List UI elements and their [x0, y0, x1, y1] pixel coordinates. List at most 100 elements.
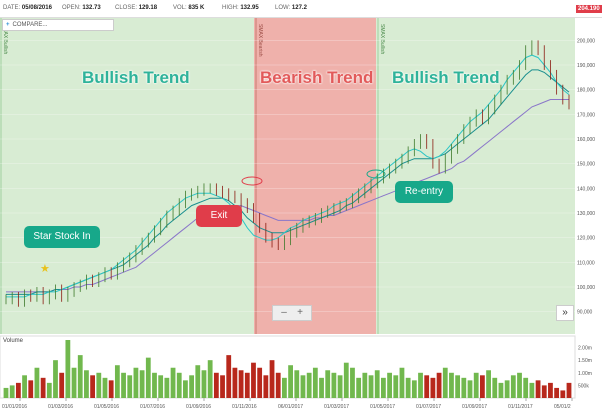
volume-bar — [374, 370, 380, 398]
plus-icon: + — [6, 22, 10, 28]
volume-bar — [269, 360, 275, 398]
volume-bar — [467, 380, 473, 398]
x-tick-label: 01/09/2016 — [186, 404, 211, 410]
volume-bar — [436, 372, 442, 398]
volume-bar — [263, 375, 269, 398]
volume-bar — [300, 375, 306, 398]
volume-bar — [84, 370, 89, 398]
volume-bar — [114, 365, 120, 398]
volume-bar — [442, 367, 448, 398]
volume-bar — [387, 372, 392, 398]
volume-tick-label: 1.00m — [578, 371, 592, 377]
volume-bar — [430, 377, 436, 398]
volume-bar — [350, 367, 355, 398]
x-tick-label: 06/01/2017 — [278, 404, 303, 410]
date-field: DATE: 05/08/2016 — [3, 5, 52, 11]
volume-bar — [554, 387, 560, 398]
x-tick-label: 05/01/2 — [554, 404, 571, 410]
price-tick-label: 110,000 — [577, 260, 595, 266]
star-icon: ★ — [40, 262, 50, 275]
volume-bar — [40, 377, 46, 398]
x-tick-label: 01/09/2017 — [462, 404, 487, 410]
volume-bar — [46, 382, 52, 398]
signal-marker-label: SMAX Bullish — [379, 24, 385, 55]
volume-tick-label: 2.00m — [578, 346, 592, 352]
volume-bar — [226, 355, 232, 398]
volume-bar — [405, 377, 411, 398]
compare-button[interactable]: + COMPARE... — [2, 19, 114, 31]
volume-bar — [399, 367, 405, 398]
volume-bar — [127, 375, 133, 398]
volume-bar — [28, 380, 34, 398]
volume-bar — [337, 375, 343, 398]
x-tick-label: 01/05/2017 — [370, 404, 395, 410]
low-field: LOW: 127.2 — [275, 5, 307, 11]
volume-bar — [220, 375, 225, 398]
volume-bar — [282, 377, 287, 398]
quote-header: DATE: 05/08/2016 OPEN: 132.73 CLOSE: 129… — [0, 0, 602, 18]
price-tick-label: 190,000 — [577, 63, 595, 69]
volume-bar — [59, 372, 65, 398]
x-tick-label: 01/11/2017 — [508, 404, 533, 410]
volume-bar — [380, 377, 386, 398]
close-field: CLOSE: 129.18 — [115, 5, 158, 11]
volume-bar — [560, 390, 566, 398]
volume-bar — [461, 377, 467, 398]
zoom-out-button[interactable]: – — [281, 307, 287, 318]
x-tick-label: 01/01/2016 — [2, 404, 27, 410]
volume-bar — [77, 355, 83, 398]
volume-bar — [244, 372, 250, 398]
price-tick-label: 130,000 — [577, 211, 595, 217]
reentry-callout: Re-entry — [395, 181, 453, 203]
star-stock-in-callout: Star Stock In — [24, 226, 100, 248]
volume-bar — [492, 377, 498, 398]
volume-bar — [312, 367, 318, 398]
volume-bar — [251, 362, 256, 398]
volume-bar — [65, 340, 71, 398]
volume-bar — [139, 370, 145, 398]
volume-title: Volume — [3, 338, 24, 344]
volume-bar — [449, 372, 454, 398]
volume-bar — [15, 382, 21, 398]
price-tick-label: 150,000 — [577, 162, 595, 168]
volume-bar — [288, 365, 293, 398]
scroll-forward-button[interactable]: » — [556, 305, 574, 321]
volume-bar — [152, 372, 157, 398]
bearish-zone — [254, 18, 376, 334]
volume-bar — [479, 375, 485, 398]
volume-bar — [9, 385, 15, 398]
volume-bar — [331, 372, 337, 398]
volume-field: VOL: 835 K — [173, 5, 205, 11]
bearish-trend-label: Bearish Trend — [260, 68, 374, 87]
bullish-zone-1 — [0, 18, 254, 334]
volume-bar — [238, 370, 244, 398]
price-tick-label: 100,000 — [577, 285, 595, 291]
volume-bar — [195, 365, 201, 398]
volume-bar — [541, 385, 547, 398]
volume-bar — [424, 375, 430, 398]
volume-bar — [517, 372, 522, 398]
volume-bar — [325, 370, 331, 398]
volume-bar — [176, 372, 182, 398]
volume-bar — [96, 372, 102, 398]
volume-bar — [294, 370, 300, 398]
bullish-trend-label-1: Bullish Trend — [82, 68, 190, 87]
volume-bar — [90, 375, 96, 398]
volume-bar — [510, 375, 516, 398]
volume-bar — [108, 380, 114, 398]
volume-bar — [504, 380, 510, 398]
volume-bar — [183, 380, 188, 398]
exit-callout: Exit — [196, 205, 242, 227]
zoom-in-button[interactable]: + — [297, 307, 303, 318]
volume-bar — [362, 372, 368, 398]
price-tick-label: 180,000 — [577, 88, 595, 94]
volume-bar — [53, 360, 58, 398]
x-tick-label: 01/11/2016 — [232, 404, 257, 410]
volume-bar — [418, 372, 423, 398]
volume-bar — [498, 382, 504, 398]
volume-bar — [121, 372, 126, 398]
volume-bar — [3, 387, 9, 398]
zoom-controls: – + — [272, 305, 312, 321]
volume-bar — [473, 372, 479, 398]
